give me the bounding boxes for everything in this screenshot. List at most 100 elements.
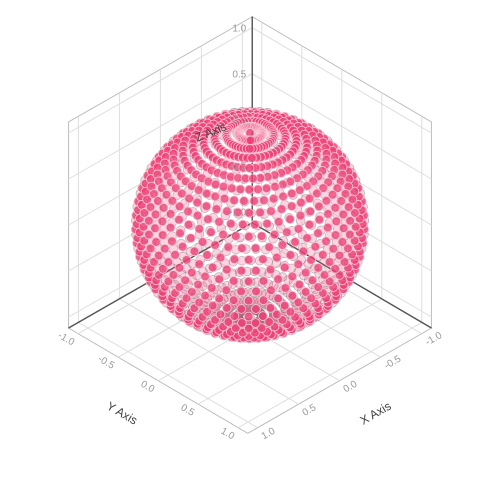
data-point xyxy=(304,193,315,204)
data-point xyxy=(248,173,258,184)
data-point xyxy=(243,295,254,306)
data-point xyxy=(218,229,228,240)
data-point xyxy=(183,219,194,230)
data-point xyxy=(294,279,305,290)
data-point xyxy=(314,201,324,212)
data-point xyxy=(330,263,341,274)
data-point xyxy=(264,317,274,327)
data-point xyxy=(236,286,246,297)
data-point xyxy=(229,195,239,206)
data-point xyxy=(163,257,174,267)
data-point xyxy=(144,229,154,240)
data-point xyxy=(174,214,184,225)
data-point xyxy=(186,267,197,278)
data-point xyxy=(203,214,213,225)
data-point xyxy=(185,233,196,243)
data-point xyxy=(159,243,170,254)
data-point xyxy=(184,193,194,204)
data-point xyxy=(221,303,232,313)
data-point xyxy=(258,311,268,321)
data-point xyxy=(244,143,255,154)
data-point xyxy=(230,231,241,241)
data-point xyxy=(174,201,185,212)
data-point xyxy=(302,181,312,191)
data-point xyxy=(347,194,358,205)
data-point xyxy=(138,221,149,232)
data-point xyxy=(158,263,168,274)
data-point xyxy=(189,246,200,257)
data-point xyxy=(302,233,312,243)
data-point xyxy=(165,209,176,219)
data-point xyxy=(328,243,339,254)
data-point xyxy=(202,306,212,317)
gridlines xyxy=(68,22,432,429)
data-point xyxy=(278,179,288,190)
data-point xyxy=(181,255,192,265)
data-point xyxy=(250,318,261,328)
data-point xyxy=(165,222,176,233)
data-point xyxy=(258,295,269,306)
data-point xyxy=(256,323,267,333)
data-point xyxy=(183,206,193,217)
data-point xyxy=(193,185,204,195)
data-point xyxy=(194,259,205,270)
data-point xyxy=(285,306,296,317)
data-point xyxy=(157,216,168,227)
data-point xyxy=(273,274,283,285)
grid-line-ywall-z xyxy=(68,73,253,180)
data-point xyxy=(225,218,236,229)
data-point xyxy=(200,290,210,301)
data-point xyxy=(337,237,348,247)
data-point xyxy=(293,259,304,270)
data-point xyxy=(210,179,221,190)
data-point xyxy=(237,219,248,230)
data-point xyxy=(194,224,205,234)
data-point xyxy=(331,216,342,227)
data-point xyxy=(230,323,241,333)
data-point xyxy=(251,304,261,314)
data-point xyxy=(258,254,268,265)
data-point xyxy=(163,276,174,287)
data-point xyxy=(193,279,203,290)
x-tick-label: 0.0 xyxy=(342,379,360,396)
data-point xyxy=(223,242,234,252)
data-point xyxy=(201,201,212,212)
data-point xyxy=(255,207,265,218)
data-point xyxy=(206,227,216,238)
data-point xyxy=(259,195,269,206)
data-point xyxy=(215,309,226,320)
data-point xyxy=(176,188,187,199)
data-point xyxy=(237,243,247,254)
data-point xyxy=(293,297,304,308)
data-point xyxy=(214,216,224,227)
data-point xyxy=(350,221,361,232)
data-point xyxy=(266,206,276,217)
grid-line-xwall-z xyxy=(251,73,432,180)
data-point xyxy=(221,285,232,296)
data-point xyxy=(243,231,254,242)
y-tick-label: -1.0 xyxy=(56,330,77,348)
data-point xyxy=(243,276,254,287)
marker-cloud xyxy=(130,106,370,344)
y-axis-title: Y Axis xyxy=(104,399,140,428)
data-point xyxy=(343,243,353,254)
data-point xyxy=(266,285,276,296)
data-point xyxy=(201,188,212,199)
data-point xyxy=(145,202,156,212)
grid-line-xwall-z xyxy=(251,27,432,134)
data-point xyxy=(281,227,292,238)
data-point xyxy=(343,202,354,212)
data-point xyxy=(298,246,309,257)
data-point xyxy=(175,228,185,239)
data-point xyxy=(296,197,306,208)
data-point xyxy=(272,309,282,320)
data-point xyxy=(350,208,360,218)
data-point xyxy=(244,207,254,218)
data-point xyxy=(211,204,222,214)
data-point xyxy=(243,254,254,265)
data-point xyxy=(314,214,325,225)
y-tick-label: 0.5 xyxy=(179,402,197,419)
data-point xyxy=(286,188,297,199)
data-point xyxy=(277,240,288,250)
data-point xyxy=(261,183,272,194)
